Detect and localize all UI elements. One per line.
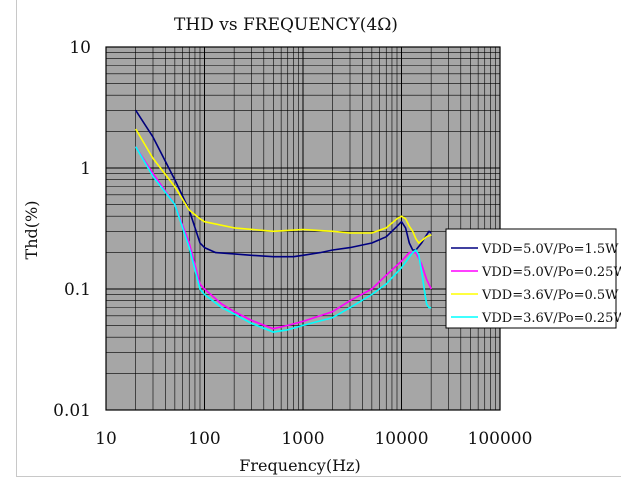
legend-label: VDD=3.6V/Po=0.25W	[481, 311, 621, 326]
y-tick-label: 0.01	[53, 401, 91, 421]
legend-label: VDD=5.0V/Po=1.5W	[481, 242, 619, 257]
legend-label: VDD=5.0V/Po=0.25W	[481, 265, 621, 280]
series-layer	[135, 109, 432, 333]
y-tick-label: 10	[69, 38, 91, 58]
series-line	[135, 128, 432, 244]
chart-title: THD vs FREQUENCY(4Ω)	[174, 15, 398, 35]
legend-label: VDD=3.6V/Po=0.5W	[481, 288, 619, 303]
frame-left-line	[16, 0, 17, 477]
x-tick-label: 1000	[281, 429, 324, 449]
x-tick-label: 10	[95, 429, 117, 449]
x-tick-label: 100000	[468, 429, 533, 449]
series-line	[135, 146, 432, 333]
y-axis-label: Thd(%)	[22, 201, 41, 260]
y-tick-label: 0.1	[64, 280, 91, 300]
x-tick-labels: 10 100 1000 10000 100000	[95, 429, 532, 449]
y-tick-labels: 10 1 0.1 0.01	[53, 38, 91, 421]
y-tick-label: 1	[80, 159, 91, 179]
x-tick-label: 100	[188, 429, 220, 449]
legend: VDD=5.0V/Po=1.5W VDD=5.0V/Po=0.25W VDD=3.6…	[445, 228, 621, 329]
x-tick-label: 10000	[374, 429, 428, 449]
legend-box	[445, 228, 617, 329]
x-axis-label: Frequency(Hz)	[239, 456, 360, 475]
